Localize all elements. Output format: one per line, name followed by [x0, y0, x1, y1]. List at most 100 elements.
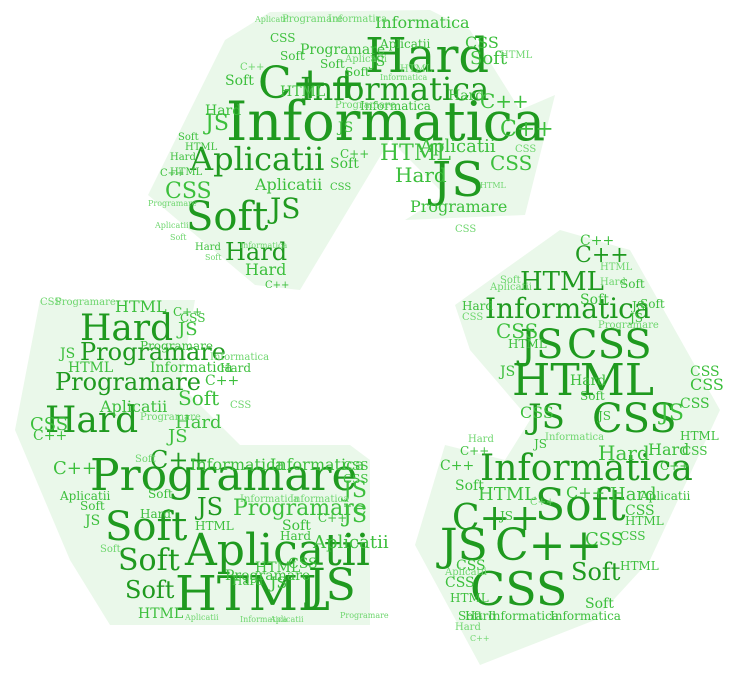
cloud-word-soft: Soft	[105, 504, 187, 550]
cloud-word-hard: Hard	[175, 412, 222, 433]
cloud-word-informatica: Informatica	[240, 241, 288, 250]
cloud-word-js: JS	[341, 478, 367, 503]
cloud-word-html: HTML	[138, 606, 183, 622]
cloud-word-html: HTML	[520, 267, 604, 297]
cloud-word-programare: Programare	[80, 338, 226, 366]
cloud-word-soft: Soft	[571, 558, 621, 586]
cloud-word-hard: Hard	[570, 373, 606, 389]
cloud-word-css: CSS	[496, 319, 538, 343]
cloud-word-js: JS	[436, 520, 488, 571]
left-arrow-shape	[15, 300, 370, 625]
cloud-word-html: HTML	[680, 429, 719, 443]
cloud-word-aplicatii: Aplicatii	[269, 615, 304, 624]
cloud-word-soft: Soft	[178, 386, 219, 410]
cloud-word-informatica: Informatica	[226, 90, 545, 153]
cloud-word-informatica: Informatica	[190, 455, 285, 474]
cloud-word-html: HTML	[625, 514, 664, 528]
cloud-word-html: HTML	[512, 355, 654, 406]
cloud-word-cpp: C++	[580, 233, 614, 249]
cloud-word-aplicatii: Aplicatii	[489, 282, 532, 293]
cloud-word-html: HTML	[400, 64, 433, 75]
cloud-word-programare: Programare	[282, 14, 343, 25]
cloud-word-soft: Soft	[225, 73, 254, 89]
cloud-word-informatica: Informatica	[545, 432, 604, 443]
cloud-word-programare: Programare	[148, 199, 197, 208]
cloud-word-soft: Soft	[458, 609, 483, 623]
cloud-word-js: JS	[267, 192, 300, 225]
cloud-word-aplicatii: Aplicatii	[59, 489, 111, 503]
cloud-word-aplicatii: Aplicatii	[639, 489, 691, 503]
cloud-word-soft: Soft	[80, 499, 105, 513]
cloud-word-soft: Soft	[640, 297, 665, 311]
cloud-word-css: CSS	[180, 311, 205, 325]
cloud-word-js: JS	[658, 401, 684, 426]
cloud-word-hard: Hard	[468, 434, 494, 445]
cloud-word-soft: Soft	[585, 596, 614, 612]
cloud-word-soft: Soft	[148, 487, 173, 501]
cloud-word-html: HTML	[68, 360, 113, 376]
cloud-word-aplicatii: Aplicatii	[189, 140, 324, 178]
cloud-word-informatica: Informatica	[290, 494, 349, 505]
cloud-word-soft: Soft	[170, 233, 187, 242]
cloud-word-cpp: C++	[452, 498, 540, 539]
cloud-word-soft: Soft	[118, 543, 180, 578]
cloud-word-css: CSS	[343, 472, 368, 486]
cloud-word-cpp: C++	[173, 305, 202, 319]
cloud-word-js: JS	[596, 409, 611, 423]
cloud-word-css: CSS	[445, 575, 475, 591]
cloud-word-js: JS	[628, 311, 643, 325]
cloud-word-css: CSS	[455, 224, 476, 235]
cloud-word-aplicatii: Aplicatii	[312, 532, 389, 553]
cloud-word-cpp: C++	[495, 520, 602, 571]
right-arrow-shape	[415, 230, 720, 665]
cloud-word-hard: Hard	[245, 260, 286, 279]
cloud-word-soft: Soft	[280, 49, 305, 63]
cloud-word-hard: Hard	[600, 277, 626, 288]
cloud-word-hard: Hard	[220, 361, 251, 375]
cloud-word-cpp: C++	[160, 168, 184, 179]
cloud-word-soft: Soft	[282, 518, 311, 534]
cloud-word-soft: Soft	[580, 389, 605, 403]
cloud-word-cpp: C++	[660, 459, 689, 473]
cloud-word-html: HTML	[280, 84, 325, 100]
cloud-word-programare: Programare	[55, 297, 116, 308]
cloud-word-cpp: C++	[318, 511, 347, 525]
cloud-word-soft: Soft	[455, 478, 484, 494]
cloud-word-hard: Hard	[80, 308, 173, 349]
cloud-word-hard: Hard	[598, 441, 650, 465]
cloud-word-informatica: Informatica	[240, 494, 299, 505]
cloud-word-hard: Hard	[45, 400, 138, 441]
cloud-word-soft: Soft	[500, 275, 521, 286]
cloud-word-informatica: Informatica	[480, 448, 693, 489]
cloud-word-hard: Hard	[195, 242, 221, 253]
cloud-word-aplicatii: Aplicatii	[254, 15, 289, 24]
cloud-word-css: CSS	[343, 459, 368, 473]
top-arrow-shape	[148, 10, 555, 290]
cloud-word-aplicatii: Aplicatii	[99, 397, 167, 416]
cloud-word-css: CSS	[585, 529, 623, 550]
cloud-word-aplicatii: Aplicatii	[419, 136, 496, 157]
cloud-word-cpp: C++	[258, 58, 365, 109]
cloud-word-soft: Soft	[330, 156, 359, 172]
cloud-word-aplicatii: Aplicatii	[344, 54, 387, 65]
cloud-word-informatica: Informatica	[550, 609, 621, 623]
cloud-word-css: CSS	[490, 151, 532, 175]
cloud-word-soft: Soft	[178, 132, 199, 143]
cloud-word-cpp: C++	[566, 483, 605, 502]
cloud-word-aplicatii: Aplicatii	[444, 567, 487, 578]
cloud-word-programare: Programare	[233, 496, 367, 521]
cloud-word-programare: Programare	[340, 611, 389, 620]
cloud-word-cpp: C++	[460, 444, 489, 458]
cloud-word-html: HTML	[450, 591, 489, 605]
cloud-word-js: JS	[203, 111, 229, 136]
cloud-word-js: JS	[194, 493, 223, 521]
cloud-word-cpp: C++	[265, 280, 289, 291]
cloud-word-hard: Hard	[610, 484, 657, 505]
cloud-word-informatica: Informatica	[488, 609, 559, 623]
cloud-word-informatica: Informatica	[360, 99, 431, 113]
cloud-word-soft: Soft	[535, 480, 626, 531]
cloud-word-css: CSS	[520, 403, 554, 422]
cloud-word-js: JS	[368, 54, 385, 70]
cloud-word-hard: Hard	[205, 103, 241, 119]
